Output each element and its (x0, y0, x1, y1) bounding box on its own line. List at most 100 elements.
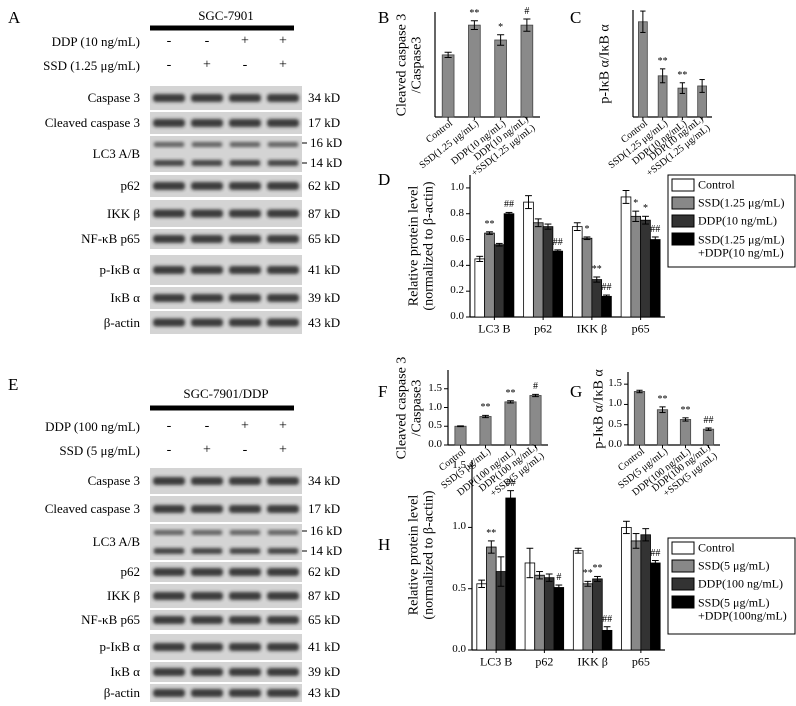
band (229, 160, 261, 166)
treatment-sign: - (204, 418, 210, 434)
band (267, 142, 299, 147)
legend-swatch (671, 577, 695, 591)
blot-strip (150, 136, 302, 172)
significance: ** (591, 263, 602, 275)
treatment-name: SSD (1.25 μg/mL) (43, 58, 140, 74)
band (153, 548, 185, 554)
y-tick-label: 0.2 (450, 284, 464, 297)
band (153, 160, 185, 166)
protein-name: NF-κB p65 (81, 231, 140, 247)
blot-strip (150, 287, 302, 309)
y-tick-label: 1.0 (428, 400, 442, 413)
y-axis-label: p-IκB α/IκB α (597, 23, 613, 104)
band (191, 548, 223, 554)
panel-letter: D (378, 170, 391, 190)
size-label: 65 kD (308, 231, 341, 247)
band (153, 182, 185, 190)
band (267, 568, 299, 576)
band (191, 477, 223, 485)
band (153, 616, 185, 624)
y-tick-label: 1.5 (608, 377, 622, 390)
band (191, 142, 223, 147)
legend-swatch (671, 178, 695, 192)
protein-name: Caspase 3 (87, 90, 140, 106)
treatment-sign: + (203, 57, 211, 73)
size-label: 16 kD (310, 523, 343, 539)
bar (532, 222, 544, 318)
band (267, 209, 299, 218)
bar (504, 401, 517, 446)
x-tick-label: p65 (631, 654, 650, 669)
y-axis-label: Cleaved caspase 3 /Caspase3 (394, 13, 424, 116)
significance: ## (602, 613, 613, 625)
protein-name: LC3 A/B (92, 146, 140, 162)
bar (656, 409, 669, 446)
treatment-sign: - (166, 57, 172, 73)
band (153, 235, 185, 243)
bar (441, 54, 455, 118)
band (267, 119, 299, 127)
bar (476, 583, 487, 651)
legend-swatch (671, 559, 695, 573)
bar (520, 24, 534, 118)
band (267, 235, 299, 243)
y-axis-label: Cleaved caspase 3 /Caspase3 (394, 356, 424, 459)
size-label: 17 kD (308, 115, 341, 131)
band (267, 160, 299, 166)
legend-label: DDP(100 ng/mL) (698, 576, 783, 591)
significance: ** (480, 402, 491, 414)
significance: * (643, 203, 648, 215)
bar (542, 226, 554, 318)
protein-name: Cleaved caspase 3 (44, 115, 140, 131)
size-label: 14 kD (310, 155, 343, 171)
treatment-sign: - (166, 418, 172, 434)
protein-name: p62 (120, 178, 141, 194)
blot-strip (150, 662, 302, 682)
band (229, 548, 261, 554)
band (267, 643, 299, 651)
band (267, 616, 299, 624)
y-axis-label: p-IκB α/IκB α (591, 368, 607, 449)
size-label: 87 kD (308, 205, 341, 221)
band (229, 668, 261, 676)
significance: ## (601, 281, 612, 293)
band (229, 592, 261, 600)
significance: # (556, 571, 562, 583)
bar (621, 527, 632, 651)
panel-letter: C (570, 8, 582, 28)
significance: ## (650, 223, 661, 235)
band (153, 592, 185, 600)
protein-name: β-actin (103, 685, 140, 701)
band (191, 689, 223, 697)
significance: ** (677, 69, 688, 81)
y-tick-label: 1.5 (452, 459, 466, 472)
protein-name: IκB α (110, 664, 140, 680)
band (229, 643, 261, 651)
y-tick-label: 0.6 (450, 232, 464, 245)
significance: * (633, 197, 639, 209)
blot-strip (150, 610, 302, 630)
band (229, 318, 261, 327)
band (267, 548, 299, 554)
protein-name: Caspase 3 (87, 473, 140, 489)
bar (638, 21, 648, 118)
bar (592, 578, 603, 651)
x-tick-label: IKK β (577, 654, 608, 669)
significance: ** (484, 218, 495, 230)
protein-name: β-actin (103, 314, 140, 330)
band (267, 477, 299, 485)
band (229, 294, 261, 302)
protein-name: NF-κB p65 (81, 612, 140, 628)
band (229, 94, 261, 102)
band (153, 294, 185, 302)
protein-name: p-IκB α (99, 639, 140, 655)
significance: ## (504, 199, 514, 211)
size-label: 43 kD (308, 314, 341, 330)
blot-strip (150, 229, 302, 249)
legend-label: SSD(1.25 μg/mL) +DDP(10 ng/mL) (698, 232, 785, 259)
blot-strip (150, 112, 302, 134)
x-tick-label: IKK β (576, 321, 608, 336)
legend-label: SSD(1.25 μg/mL) (698, 195, 785, 210)
